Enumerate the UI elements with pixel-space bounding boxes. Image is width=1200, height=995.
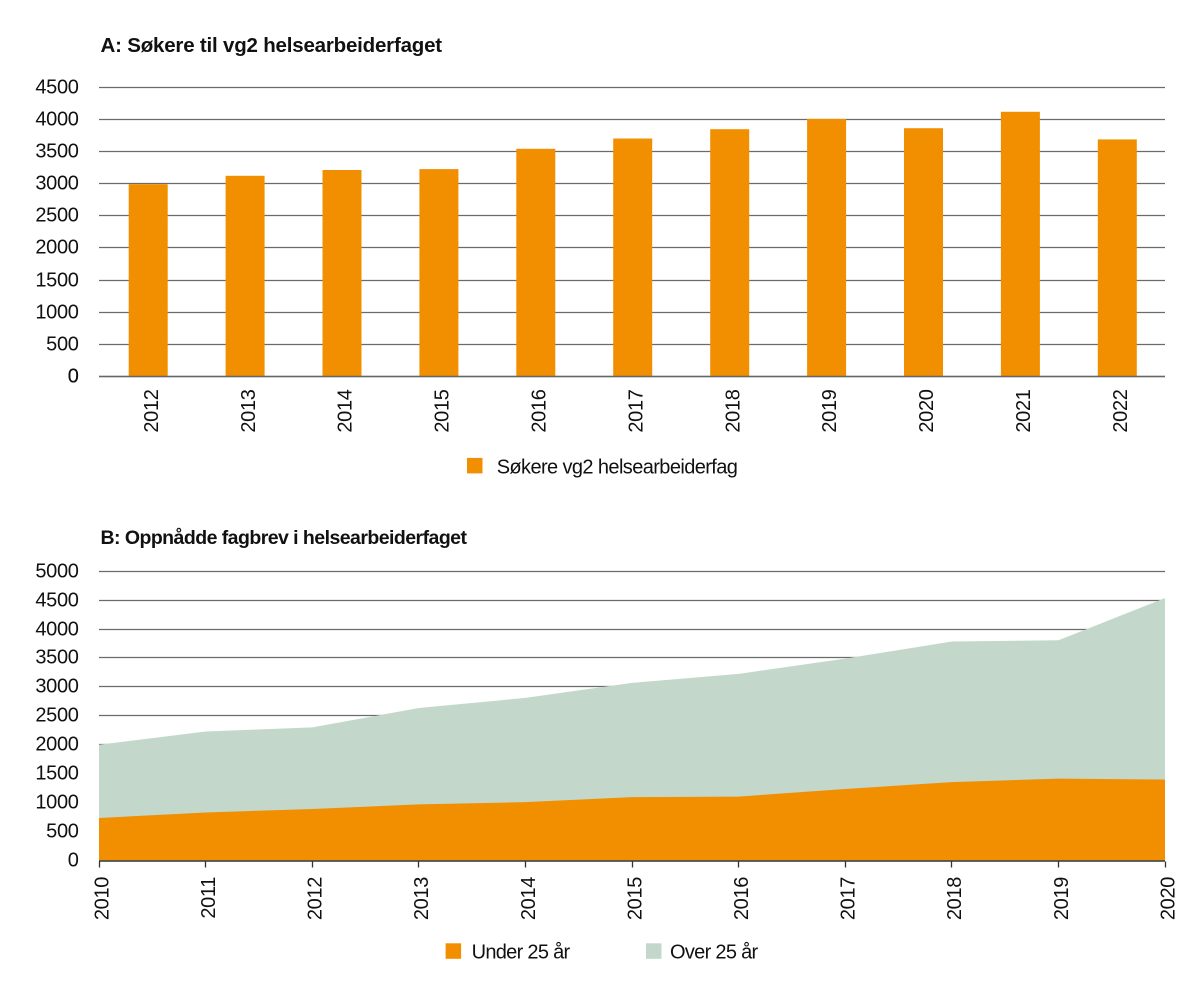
svg-text:B: Oppnådde fagbrev i helsearb: B: Oppnådde fagbrev i helsearbeiderfaget bbox=[101, 526, 468, 549]
svg-text:2015: 2015 bbox=[432, 389, 454, 432]
svg-text:A: Søkere til vg2 helsearbeide: A: Søkere til vg2 helsearbeiderfaget bbox=[101, 34, 443, 57]
svg-text:0: 0 bbox=[68, 365, 79, 387]
svg-text:2019: 2019 bbox=[1051, 877, 1073, 920]
svg-text:2021: 2021 bbox=[1013, 389, 1035, 432]
svg-text:2010: 2010 bbox=[91, 877, 113, 920]
svg-text:1500: 1500 bbox=[35, 269, 78, 291]
svg-text:2012: 2012 bbox=[305, 877, 327, 920]
svg-text:5000: 5000 bbox=[35, 560, 78, 582]
svg-text:2019: 2019 bbox=[819, 389, 841, 432]
svg-text:4500: 4500 bbox=[35, 76, 78, 98]
svg-text:2017: 2017 bbox=[838, 877, 860, 920]
svg-text:2018: 2018 bbox=[944, 877, 966, 920]
svg-text:2018: 2018 bbox=[722, 389, 744, 432]
svg-text:2013: 2013 bbox=[238, 389, 260, 432]
svg-text:2022: 2022 bbox=[1110, 389, 1132, 432]
svg-text:2020: 2020 bbox=[916, 389, 938, 432]
svg-text:500: 500 bbox=[46, 820, 79, 842]
svg-text:3500: 3500 bbox=[35, 646, 78, 668]
svg-text:3500: 3500 bbox=[35, 140, 78, 162]
svg-text:4000: 4000 bbox=[35, 618, 78, 640]
svg-text:2016: 2016 bbox=[731, 877, 753, 920]
svg-text:1500: 1500 bbox=[35, 762, 78, 784]
svg-text:2013: 2013 bbox=[411, 877, 433, 920]
svg-text:500: 500 bbox=[46, 333, 79, 355]
svg-text:2016: 2016 bbox=[529, 389, 551, 432]
svg-text:1000: 1000 bbox=[35, 301, 78, 323]
svg-text:4500: 4500 bbox=[35, 589, 78, 611]
svg-text:3000: 3000 bbox=[35, 172, 78, 194]
svg-text:2014: 2014 bbox=[335, 389, 357, 432]
svg-text:0: 0 bbox=[68, 365, 79, 387]
svg-text:2000: 2000 bbox=[35, 733, 78, 755]
svg-text:2020: 2020 bbox=[1157, 877, 1179, 920]
svg-text:2015: 2015 bbox=[624, 877, 646, 920]
svg-text:2500: 2500 bbox=[35, 204, 78, 226]
svg-text:Søkere vg2 helsearbeiderfag: Søkere vg2 helsearbeiderfag bbox=[497, 457, 738, 479]
svg-text:2012: 2012 bbox=[141, 389, 163, 432]
svg-text:0: 0 bbox=[68, 849, 79, 871]
svg-text:2017: 2017 bbox=[625, 389, 647, 432]
svg-text:2000: 2000 bbox=[35, 236, 78, 258]
svg-text:Over 25 år: Over 25 år bbox=[670, 941, 759, 963]
svg-text:Under 25 år: Under 25 år bbox=[472, 941, 571, 963]
svg-text:2014: 2014 bbox=[518, 877, 540, 920]
svg-text:2011: 2011 bbox=[198, 877, 220, 919]
svg-text:4000: 4000 bbox=[35, 108, 78, 130]
svg-text:1000: 1000 bbox=[35, 791, 78, 813]
svg-text:2500: 2500 bbox=[35, 704, 78, 726]
svg-text:3000: 3000 bbox=[35, 675, 78, 697]
